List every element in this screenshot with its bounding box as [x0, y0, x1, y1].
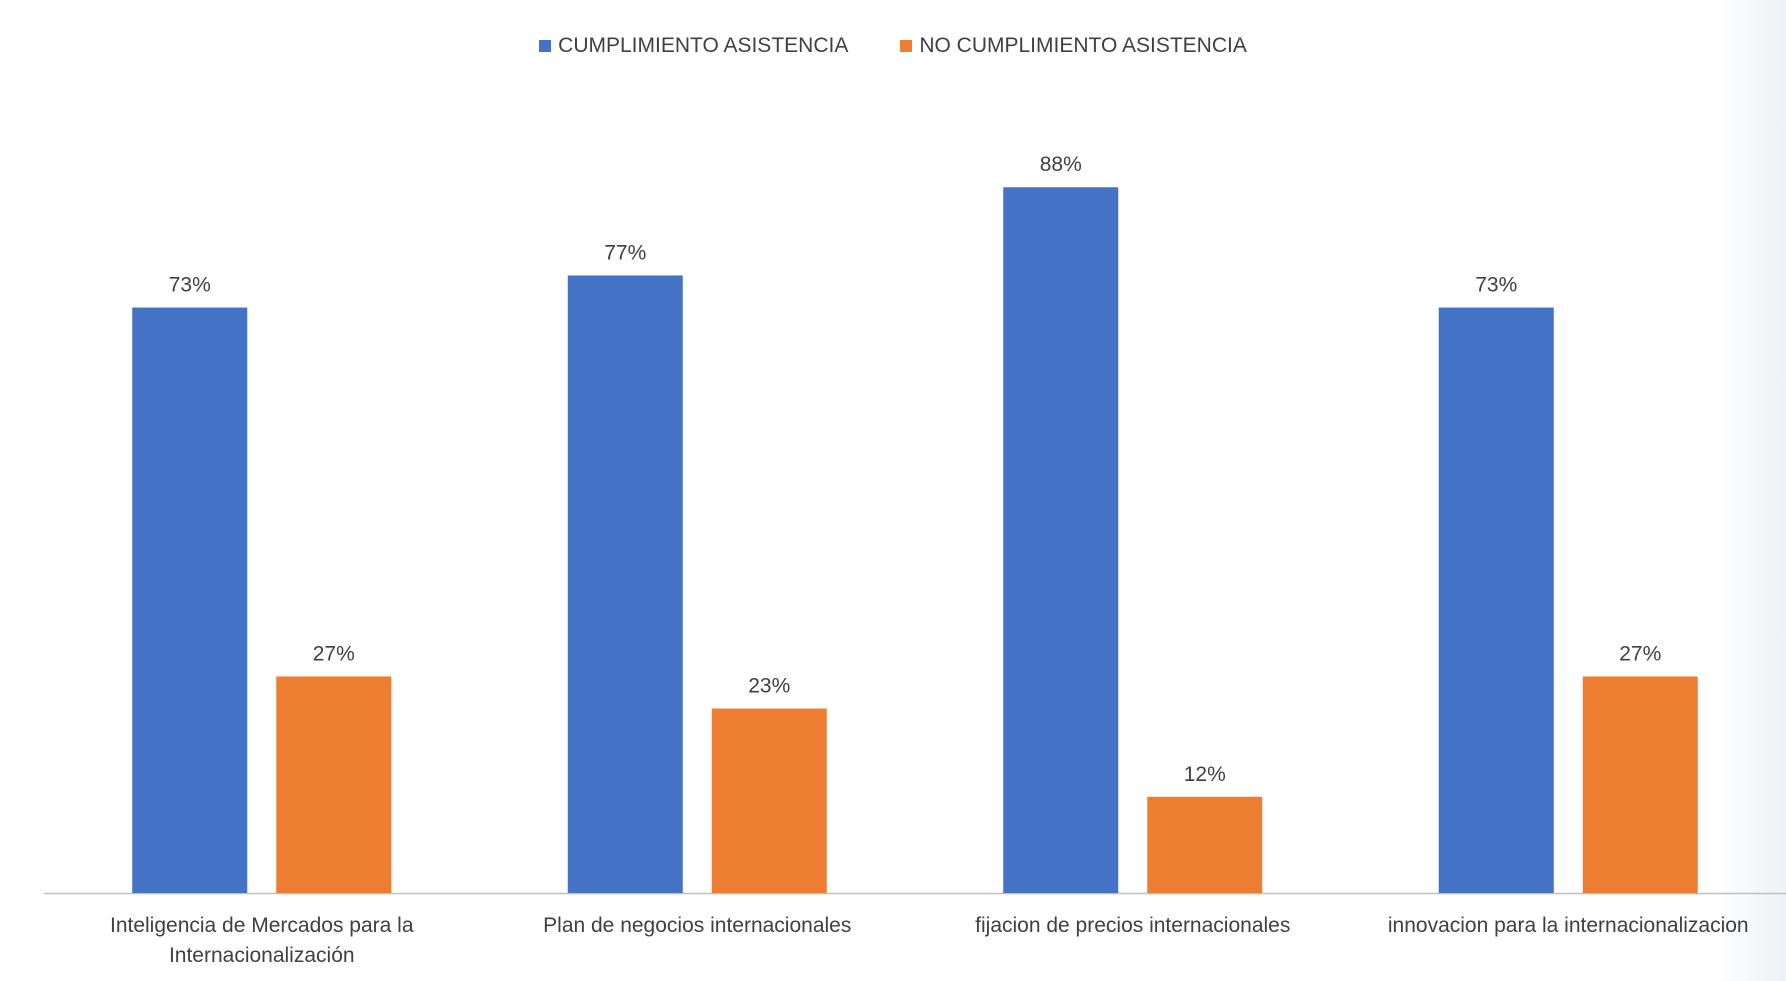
legend-label-cumplimiento: CUMPLIMIENTO ASISTENCIA — [558, 34, 849, 57]
legend-swatch-cumplimiento — [539, 40, 552, 52]
bar-series-1-cat-1 — [711, 708, 827, 893]
bar-series-1-cat-3 — [1582, 676, 1698, 893]
bar-series-1-cat-2 — [1147, 796, 1263, 893]
category-label-0-line-0: Inteligencia de Mercados para la — [110, 914, 414, 937]
data-label-series-1-cat-2: 12% — [1184, 763, 1226, 786]
category-label-3: innovacion para la internacionalizacion — [1388, 914, 1749, 937]
bar-series-0-cat-0 — [132, 307, 248, 893]
bar-series-0-cat-2 — [1003, 187, 1119, 894]
data-label-series-1-cat-1: 23% — [748, 675, 790, 698]
legend: CUMPLIMIENTO ASISTENCIA NO CUMPLIMIENTO … — [0, 34, 1786, 58]
legend-swatch-no-cumplimiento — [900, 40, 913, 52]
bar-series-1-cat-0 — [276, 676, 392, 893]
data-label-series-0-cat-2: 88% — [1040, 153, 1082, 176]
category-label-2: fijacion de precios internacionales — [975, 914, 1290, 937]
category-label-0-line-1: Internacionalización — [169, 944, 355, 967]
data-label-series-1-cat-0: 27% — [313, 642, 355, 665]
legend-item-cumplimiento: CUMPLIMIENTO ASISTENCIA — [539, 34, 848, 58]
bar-series-0-cat-3 — [1438, 307, 1554, 893]
data-label-series-0-cat-0: 73% — [169, 274, 211, 297]
data-label-series-0-cat-1: 77% — [604, 241, 646, 264]
data-label-series-0-cat-3: 73% — [1475, 274, 1517, 297]
legend-label-no-cumplimiento: NO CUMPLIMIENTO ASISTENCIA — [919, 34, 1247, 57]
data-label-series-1-cat-3: 27% — [1619, 642, 1661, 665]
bar-series-0-cat-1 — [567, 275, 683, 894]
category-label-1: Plan de negocios internacionales — [543, 914, 851, 937]
legend-item-no-cumplimiento: NO CUMPLIMIENTO ASISTENCIA — [900, 34, 1247, 58]
